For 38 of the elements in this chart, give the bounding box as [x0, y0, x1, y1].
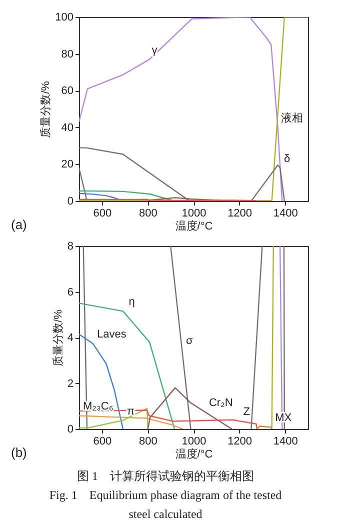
x-tick-label: 1400 — [273, 208, 298, 220]
x-tick-label: 1200 — [228, 436, 252, 448]
y-axis-title: 质量分数/% — [51, 309, 64, 366]
caption: 图 1 计算所得试验钢的平衡相图 — [77, 469, 254, 483]
y-tick-label: 8 — [67, 240, 74, 252]
x-tick-label: 1000 — [182, 436, 206, 448]
x-tick-label: 600 — [93, 436, 112, 448]
x-tick-label: 1000 — [182, 208, 206, 220]
x-tick-label: 800 — [139, 436, 158, 448]
x-tick-label: 800 — [139, 208, 158, 220]
x-axis-title: 温度/°C — [175, 220, 213, 232]
y-axis-title: 质量分数/% — [39, 80, 52, 138]
annotation: 液相 — [280, 111, 303, 124]
text: (a) — [11, 217, 27, 232]
y-tick-label: 80 — [61, 48, 74, 60]
y-tick-label: 20 — [61, 158, 74, 171]
y-tick-label: 100 — [55, 12, 74, 24]
x-tick-label: 1400 — [273, 436, 298, 448]
y-tick-label: 60 — [61, 85, 74, 98]
y-tick-label: 0 — [67, 196, 74, 208]
caption: Fig. 1 Equilibrium phase diagram of the tested — [49, 488, 282, 502]
y-tick-label: 2 — [67, 378, 74, 390]
x-tick-label: 600 — [93, 208, 112, 220]
text: steel calculated — [128, 507, 202, 520]
annotation: σ — [186, 335, 194, 348]
y-tick-label: 40 — [61, 122, 74, 134]
text: (b) — [11, 445, 27, 460]
x-axis-title: 温度/°C — [175, 448, 213, 460]
annotation: η — [128, 296, 135, 308]
y-tick-label: 0 — [67, 424, 74, 436]
annotation: γ — [152, 44, 158, 56]
annotation: Laves — [96, 328, 127, 341]
y-tick-label: 4 — [67, 332, 74, 344]
annotation: Cr₂N — [208, 396, 233, 409]
annotation: Z — [243, 406, 250, 418]
x-tick-label: 1200 — [228, 208, 252, 220]
annotation: δ — [284, 152, 290, 165]
y-tick-label: 6 — [67, 286, 74, 298]
